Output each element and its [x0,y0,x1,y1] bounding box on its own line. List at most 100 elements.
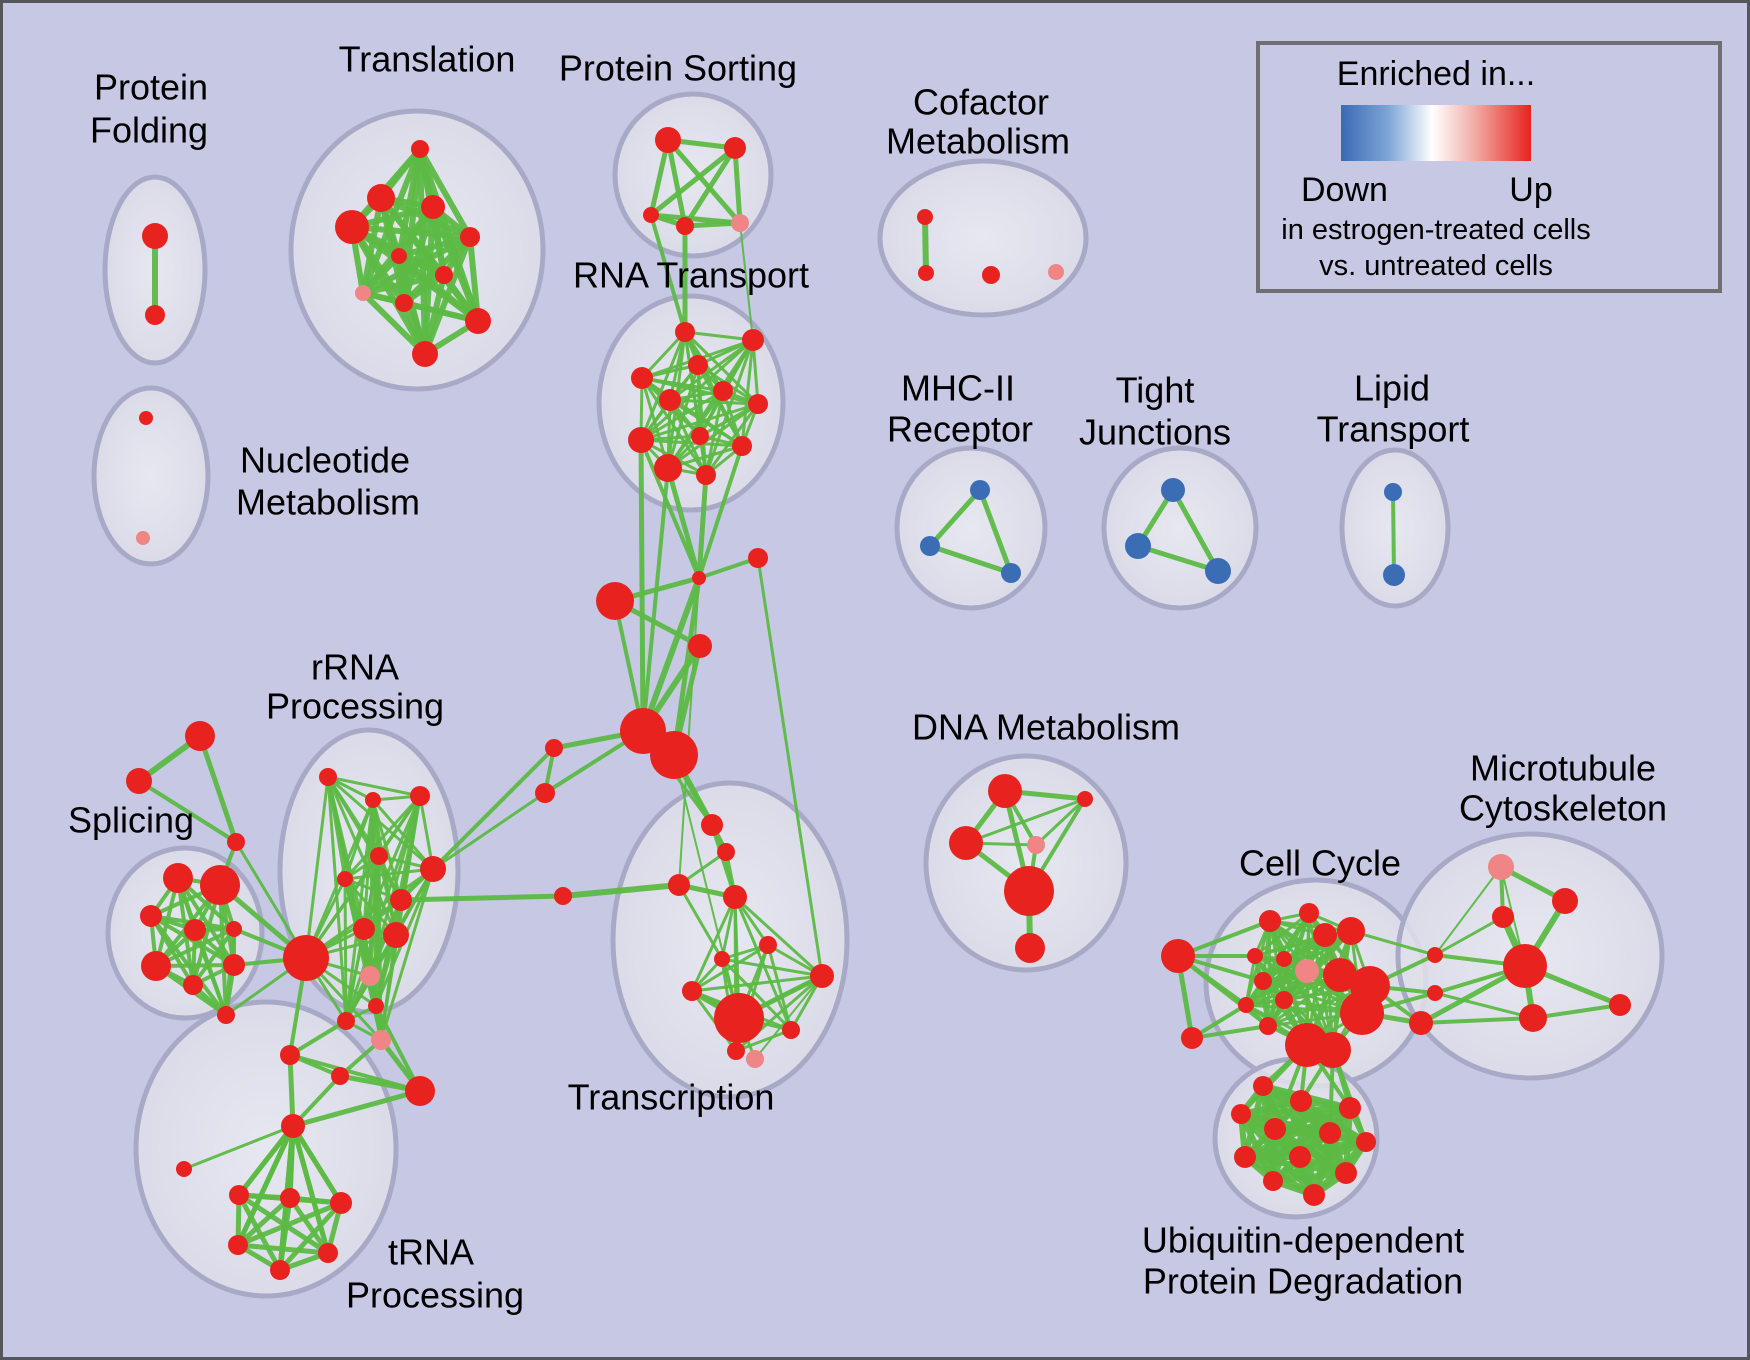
gene-set-node-tr3[interactable] [280,1188,300,1208]
gene-set-node-trT3[interactable] [405,1076,435,1106]
gene-set-node-ps5[interactable] [731,214,749,232]
gene-set-node-t6[interactable] [391,248,407,264]
gene-set-node-t4[interactable] [421,195,445,219]
gene-set-node-cc4[interactable] [1299,903,1319,923]
gene-set-node-t9[interactable] [395,294,413,312]
gene-set-node-tc6[interactable] [714,951,730,967]
gene-set-node-lk1[interactable] [545,739,563,757]
gene-set-node-dm1[interactable] [988,774,1022,808]
gene-set-node-rt2[interactable] [742,329,764,351]
gene-set-node-dm4[interactable] [1027,836,1045,854]
gene-set-node-ps4[interactable] [676,217,694,235]
gene-set-node-trHub[interactable] [281,1114,305,1138]
gene-set-node-tc2[interactable] [717,843,735,861]
gene-set-node-cc18[interactable] [1315,1032,1351,1068]
gene-set-node-ch3[interactable] [596,582,634,620]
gene-set-node-cc7[interactable] [1247,948,1263,964]
gene-set-node-mt5[interactable] [1519,1004,1547,1032]
gene-set-node-nm2[interactable] [136,531,150,545]
gene-set-node-ub7[interactable] [1356,1132,1376,1152]
gene-set-node-t1[interactable] [411,140,429,158]
gene-set-node-lk2[interactable] [535,783,555,803]
gene-set-node-rt7[interactable] [748,394,768,414]
gene-set-node-ub6[interactable] [1319,1122,1341,1144]
gene-set-node-nm1[interactable] [139,411,153,425]
gene-set-node-sp4[interactable] [184,919,206,941]
gene-set-node-tc11[interactable] [727,1042,745,1060]
gene-set-node-tr5[interactable] [228,1235,248,1255]
gene-set-node-ub8[interactable] [1234,1146,1256,1168]
gene-set-node-tc1[interactable] [701,814,723,836]
gene-set-node-rr3[interactable] [410,786,430,806]
gene-set-node-sp3[interactable] [140,905,162,927]
gene-set-node-tc3[interactable] [668,874,690,896]
gene-set-node-cm2[interactable] [918,265,934,281]
gene-set-node-tj2[interactable] [1125,533,1151,559]
gene-set-node-rt4[interactable] [631,367,653,389]
gene-set-node-t11[interactable] [412,341,438,367]
gene-set-node-trT2[interactable] [331,1067,349,1085]
gene-set-node-ub4[interactable] [1231,1104,1251,1124]
gene-set-node-rr11[interactable] [360,966,380,986]
gene-set-node-ch1[interactable] [692,571,706,585]
gene-set-node-rt11[interactable] [654,454,682,482]
gene-set-node-ub9[interactable] [1289,1146,1311,1168]
gene-set-node-cc13[interactable] [1238,997,1254,1013]
gene-set-node-sp1[interactable] [163,863,193,893]
gene-set-node-cc6[interactable] [1337,917,1365,945]
gene-set-node-tc10[interactable] [782,1021,800,1039]
gene-set-node-t8[interactable] [355,285,371,301]
gene-set-node-rr7[interactable] [390,889,412,911]
gene-set-node-ps3[interactable] [643,207,659,223]
gene-set-node-lt2[interactable] [1383,564,1405,586]
gene-set-node-sp8[interactable] [183,975,203,995]
gene-set-node-tj1[interactable] [1161,478,1185,502]
gene-set-node-cc16[interactable] [1340,991,1384,1035]
gene-set-node-mt2[interactable] [1552,888,1578,914]
gene-set-node-cm4[interactable] [1048,264,1064,280]
gene-set-node-tr7[interactable] [270,1260,290,1280]
gene-set-node-dm3[interactable] [949,826,983,860]
gene-set-node-tri3[interactable] [227,833,245,851]
gene-set-node-t7[interactable] [435,266,453,284]
gene-set-node-bw3[interactable] [1427,985,1443,1001]
gene-set-node-dm6[interactable] [1015,933,1045,963]
gene-set-node-ub12[interactable] [1303,1184,1325,1206]
gene-set-node-rr10[interactable] [383,922,409,948]
gene-set-node-rt1[interactable] [675,322,695,342]
gene-set-node-sp5[interactable] [226,921,242,937]
gene-set-node-dm2[interactable] [1077,791,1093,807]
gene-set-node-cc10[interactable] [1254,972,1272,990]
gene-set-node-tr2[interactable] [229,1185,249,1205]
gene-set-node-rt5[interactable] [659,389,681,411]
gene-set-node-rr4[interactable] [370,847,388,865]
gene-set-node-ub2[interactable] [1290,1090,1312,1112]
gene-set-node-mt6[interactable] [1609,994,1631,1016]
gene-set-node-bw1[interactable] [1409,1011,1433,1035]
gene-set-node-rr9[interactable] [353,918,375,940]
gene-set-node-mh3[interactable] [1001,563,1021,583]
gene-set-node-ps1[interactable] [655,127,681,153]
gene-set-node-cc11[interactable] [1323,958,1357,992]
gene-set-node-rt10[interactable] [732,436,752,456]
gene-set-node-ch4[interactable] [688,634,712,658]
gene-set-node-rr5[interactable] [337,871,353,887]
gene-set-node-mtBig[interactable] [1503,944,1547,988]
gene-set-node-cc2[interactable] [1181,1027,1203,1049]
gene-set-node-cc14[interactable] [1275,991,1293,1009]
gene-set-node-tj3[interactable] [1205,558,1231,584]
gene-set-node-dm5[interactable] [1004,866,1054,916]
gene-set-node-rr12[interactable] [368,998,384,1014]
gene-set-node-cc3[interactable] [1259,910,1281,932]
gene-set-node-t10[interactable] [465,308,491,334]
gene-set-node-rt6[interactable] [713,381,733,401]
gene-set-node-ub5[interactable] [1264,1118,1286,1140]
gene-set-node-cm1[interactable] [917,209,933,225]
gene-set-node-pf1[interactable] [142,223,168,249]
gene-set-node-tc9[interactable] [714,993,764,1043]
gene-set-node-cc15[interactable] [1259,1017,1277,1035]
gene-set-node-tc7[interactable] [810,964,834,988]
gene-set-node-tc5[interactable] [759,936,777,954]
gene-set-node-mt3[interactable] [1492,906,1514,928]
gene-set-node-rt12[interactable] [696,465,716,485]
